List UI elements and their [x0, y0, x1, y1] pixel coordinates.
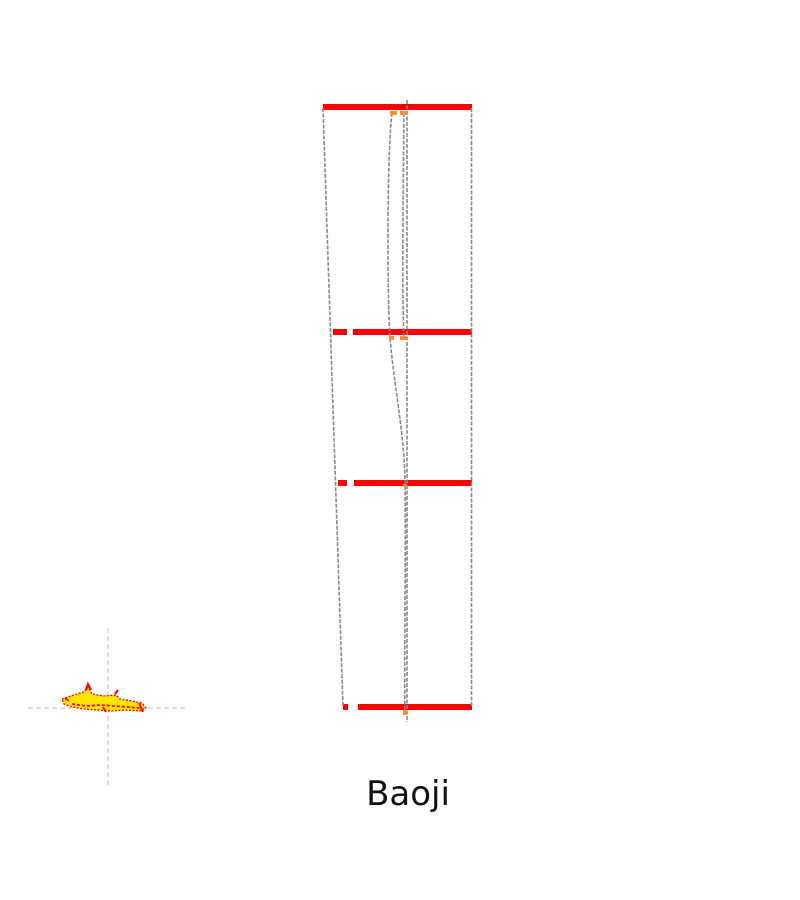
branch-marker — [400, 336, 407, 340]
branch-marker — [403, 710, 407, 715]
road-left — [322, 107, 344, 708]
road-center-right-branch — [402, 112, 405, 341]
strip-map — [322, 100, 473, 722]
branch-marker — [403, 484, 407, 487]
inset-region-shape — [61, 681, 148, 713]
road-center-curved — [387, 112, 407, 715]
inset-locator — [28, 628, 188, 788]
branch-marker — [400, 111, 407, 115]
branch-markers — [389, 111, 407, 715]
map-place-label: Baoji — [366, 774, 450, 814]
inset-region-spikes — [64, 681, 144, 713]
road-lines — [322, 100, 473, 722]
branch-marker — [390, 111, 397, 115]
inset-river-red — [71, 703, 141, 709]
river-segments — [323, 104, 472, 710]
branch-marker — [389, 336, 394, 340]
